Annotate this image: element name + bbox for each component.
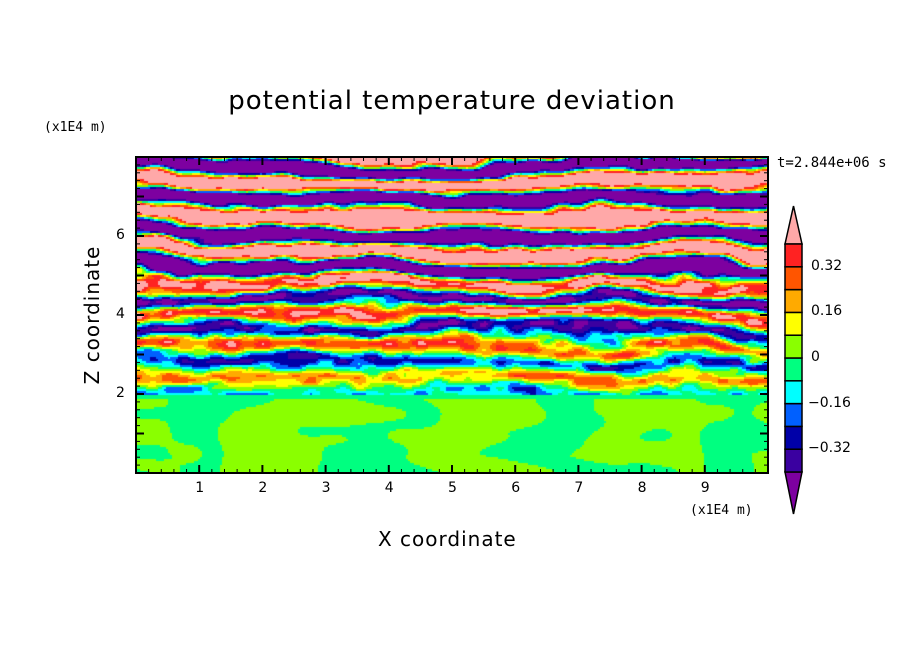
x-scale-label: (x1E4 m) xyxy=(690,503,753,518)
colorbar-extend-high xyxy=(784,205,803,245)
x-tick-label: 8 xyxy=(637,480,647,496)
colorbar-box xyxy=(784,380,803,405)
colorbar-box xyxy=(784,402,803,428)
colorbar-extend-low xyxy=(784,471,803,515)
plot-frame xyxy=(135,156,769,474)
x-tick-label: 2 xyxy=(258,480,268,496)
z-tick-label: 2 xyxy=(116,385,125,401)
colorbar-box xyxy=(784,243,803,268)
colorbar-box xyxy=(784,425,803,450)
colorbar-label: 0.16 xyxy=(811,303,843,320)
x-tick-label: 1 xyxy=(195,480,205,496)
z-tick-label: 4 xyxy=(116,306,125,322)
time-label: t=2.844e+06 s xyxy=(777,155,887,171)
x-axis-label: X coordinate xyxy=(378,527,517,551)
colorbar-box xyxy=(784,266,803,291)
colorbar-label: 0 xyxy=(811,349,820,365)
colorbar-box xyxy=(784,288,803,314)
colorbar-box xyxy=(784,311,803,336)
x-tick-label: 9 xyxy=(700,480,710,496)
z-scale-label: (x1E4 m) xyxy=(44,120,107,135)
z-tick-label: 6 xyxy=(116,227,125,243)
colorbar-label: −0.16 xyxy=(808,394,851,411)
x-tick-label: 3 xyxy=(321,480,331,496)
x-tick-label: 6 xyxy=(511,480,521,496)
colorbar-box xyxy=(784,357,803,382)
chart-title: potential temperature deviation xyxy=(228,86,676,116)
colorbar-box xyxy=(784,334,803,359)
contour-field xyxy=(136,157,768,473)
x-tick-label: 5 xyxy=(448,480,457,496)
colorbar-label: 0.32 xyxy=(811,257,843,274)
colorbar-box xyxy=(784,448,803,473)
x-tick-label: 4 xyxy=(384,480,394,496)
x-tick-label: 7 xyxy=(574,480,584,496)
colorbar-label: −0.32 xyxy=(808,440,851,457)
